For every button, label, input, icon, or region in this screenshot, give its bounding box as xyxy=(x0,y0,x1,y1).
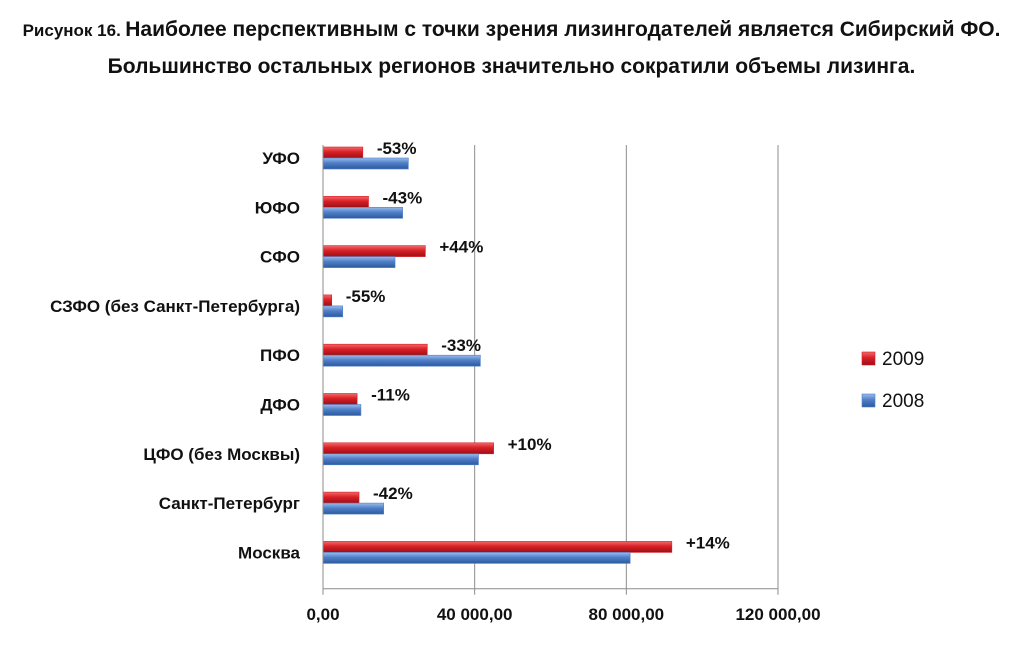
bar-2009 xyxy=(322,442,494,455)
change-label: -55% xyxy=(346,287,386,306)
bar-2008 xyxy=(322,207,403,219)
category-label: СЗФО (без Санкт-Петербурга) xyxy=(50,297,300,316)
category-label: СФО xyxy=(260,248,300,267)
bar-2009 xyxy=(322,146,364,159)
bar-2009 xyxy=(322,196,369,208)
gridlines xyxy=(474,145,779,589)
bar-2008 xyxy=(322,502,384,515)
bar-2009 xyxy=(322,294,333,307)
bar-2008 xyxy=(322,305,344,318)
legend: 2009 2008 xyxy=(861,349,924,412)
axes xyxy=(322,145,779,595)
bar-2008 xyxy=(322,157,409,170)
category-label: Санкт-Петербург xyxy=(159,494,300,513)
category-label: Москва xyxy=(238,543,301,562)
category-label: ПФО xyxy=(260,346,300,365)
bar-2009 xyxy=(322,491,360,504)
chart-title: Рисунок 16. Наиболее перспективным с точ… xyxy=(10,12,1013,86)
x-tick-label: 40 000,00 xyxy=(437,605,513,624)
x-tick-label: 120 000,00 xyxy=(735,605,820,624)
bar-2009 xyxy=(322,541,673,553)
bars xyxy=(322,146,673,564)
bar-2008 xyxy=(322,552,631,564)
change-label: -53% xyxy=(377,139,417,158)
change-label: +10% xyxy=(508,435,552,454)
legend-swatch-2008 xyxy=(861,393,876,408)
bar-2008 xyxy=(322,256,396,268)
legend-label-2008: 2008 xyxy=(882,391,924,412)
figure-label: Рисунок 16. xyxy=(22,21,121,40)
category-label: ЮФО xyxy=(255,198,300,217)
change-label: -43% xyxy=(383,188,423,207)
bar-2009 xyxy=(322,393,358,405)
labels: 0,00 40 000,00 80 000,00 120 000,00 УФО -53% Ю… xyxy=(50,139,820,624)
legend-swatch-2009 xyxy=(861,351,876,366)
bar-2008 xyxy=(322,354,481,367)
change-label: +44% xyxy=(439,238,483,257)
legend-label-2009: 2009 xyxy=(882,349,924,370)
category-label: ДФО xyxy=(260,396,300,415)
bar-2009 xyxy=(322,343,428,356)
change-label: -42% xyxy=(373,484,413,503)
x-tick-label: 0,00 xyxy=(306,605,339,624)
change-label: +14% xyxy=(686,533,730,552)
bar-2008 xyxy=(322,453,479,466)
bar-2008 xyxy=(322,404,362,416)
category-label: ЦФО (без Москвы) xyxy=(143,445,300,464)
bar-2009 xyxy=(322,245,426,257)
category-label: УФО xyxy=(262,149,300,168)
x-tick-label: 80 000,00 xyxy=(589,605,665,624)
change-label: -33% xyxy=(441,336,481,355)
title-text: Наиболее перспективным с точки зрения ли… xyxy=(107,18,1001,78)
change-label: -11% xyxy=(371,386,410,405)
